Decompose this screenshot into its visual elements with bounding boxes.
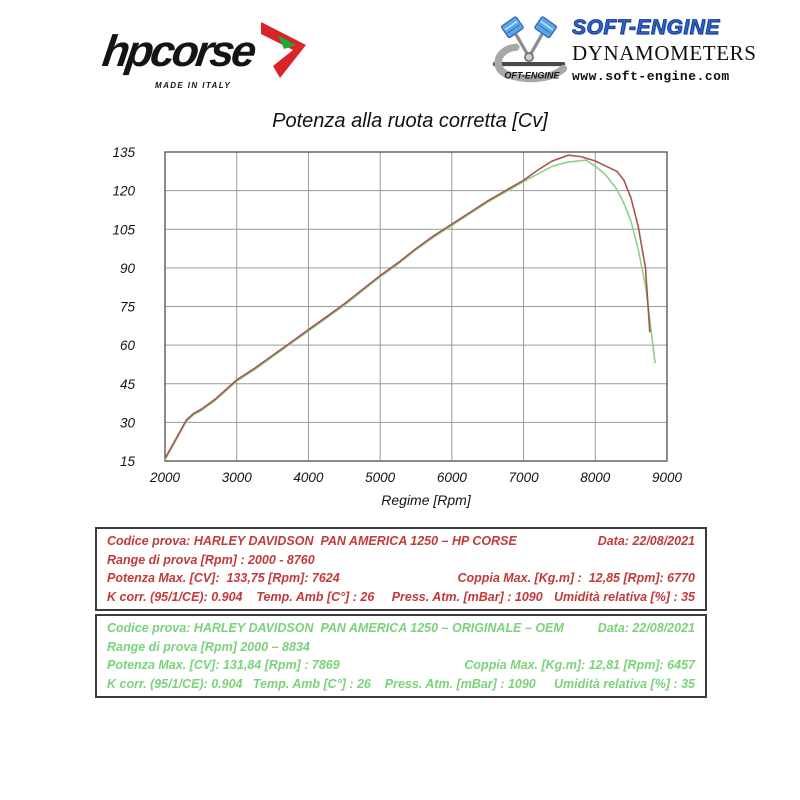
hpcorse-tagline: MADE IN ITALY (155, 81, 232, 90)
info-row-left: Codice prova: HARLEY DAVIDSON PAN AMERIC… (107, 534, 517, 548)
svg-text:4000: 4000 (293, 470, 324, 485)
svg-text:8000: 8000 (580, 470, 611, 485)
info-row: Range di prova [Rpm] : 2000 - 8760 (107, 551, 695, 570)
info-row-left: Codice prova: HARLEY DAVIDSON PAN AMERIC… (107, 621, 564, 635)
softengine-icon-text: OFT-ENGINE (504, 70, 560, 80)
power-curve-chart: 15 30 45 60 75 90 105 120 135 2000 3000 4000 5000 600… (112, 145, 683, 508)
info-row-left: K corr. (95/1/CE): 0.904 Temp. Amb [C°] … (107, 589, 543, 604)
hpcorse-logo-text: hpcorse (99, 27, 257, 77)
info-row-left: Range di prova [Rpm] 2000 – 8834 (107, 639, 310, 654)
test-info-boxes: Codice prova: HARLEY DAVIDSON PAN AMERIC… (95, 527, 707, 701)
hpcorse-logo: hpcorse MADE IN ITALY (99, 22, 313, 90)
info-row-right: Umidità relativa [%] : 35 (553, 676, 695, 691)
softengine-brand: SOFT-ENGINE (572, 16, 720, 40)
svg-text:30: 30 (120, 415, 136, 430)
info-row-right: Coppia Max. [Kg.m]: 12,81 [Rpm]: 6457 (464, 658, 695, 673)
test-info-box-oem: Codice prova: HARLEY DAVIDSON PAN AMERIC… (95, 614, 707, 698)
info-row: Codice prova: HARLEY DAVIDSON PAN AMERIC… (107, 619, 695, 638)
svg-text:5000: 5000 (365, 470, 396, 485)
info-row-right: Data: 22/08/2021 (597, 621, 695, 635)
svg-text:3000: 3000 (222, 470, 253, 485)
svg-text:105: 105 (112, 222, 135, 237)
info-row: Range di prova [Rpm] 2000 – 8834 (107, 638, 695, 657)
info-row: K corr. (95/1/CE): 0.904 Temp. Amb [C°] … (107, 675, 695, 694)
svg-text:2000: 2000 (149, 470, 181, 485)
info-row-right: Umidità relativa [%] : 35 (553, 589, 695, 604)
info-row-left: Potenza Max. [CV]: 131,84 [Rpm] : 7869 (107, 658, 340, 673)
info-row-right: Data: 22/08/2021 (597, 534, 695, 548)
svg-text:45: 45 (120, 377, 136, 392)
info-row: Potenza Max. [CV]: 131,84 [Rpm] : 7869 Co… (107, 656, 695, 675)
info-row: Potenza Max. [CV]: 133,75 [Rpm]: 7624 Cop… (107, 569, 695, 588)
test-info-box-hpcorse: Codice prova: HARLEY DAVIDSON PAN AMERIC… (95, 527, 707, 611)
svg-text:75: 75 (120, 300, 136, 315)
svg-text:6000: 6000 (437, 470, 468, 485)
info-row-left: Range di prova [Rpm] : 2000 - 8760 (107, 552, 315, 567)
softengine-dynamometers: DYNAMOMETERS (572, 41, 757, 65)
svg-text:7000: 7000 (509, 470, 540, 485)
softengine-pistons-icon: OFT-ENGINE (492, 16, 568, 83)
info-row-left: K corr. (95/1/CE): 0.904 Temp. Amb [C°] … (107, 676, 536, 691)
svg-text:135: 135 (112, 145, 135, 160)
info-row-left: Potenza Max. [CV]: 133,75 [Rpm]: 7624 (107, 571, 340, 586)
hpcorse-arrow-icon (261, 22, 307, 78)
info-row-right: Coppia Max. [Kg.m] : 12,85 [Rpm]: 6770 (457, 571, 695, 586)
svg-text:15: 15 (120, 454, 136, 469)
softengine-logo: OFT-ENGINE SOFT-ENGINE DYNAMOMETERS www.… (488, 16, 757, 90)
svg-text:90: 90 (120, 261, 136, 276)
softengine-url: www.soft-engine.com (572, 69, 730, 84)
chart-title: Potenza alla ruota corretta [Cv] (272, 110, 548, 132)
svg-text:9000: 9000 (652, 470, 683, 485)
info-row: K corr. (95/1/CE): 0.904 Temp. Amb [C°] … (107, 588, 695, 607)
info-row: Codice prova: HARLEY DAVIDSON PAN AMERIC… (107, 532, 695, 551)
svg-text:60: 60 (120, 338, 136, 353)
svg-text:120: 120 (112, 184, 135, 199)
svg-text:Regime [Rpm]: Regime [Rpm] (381, 492, 472, 508)
